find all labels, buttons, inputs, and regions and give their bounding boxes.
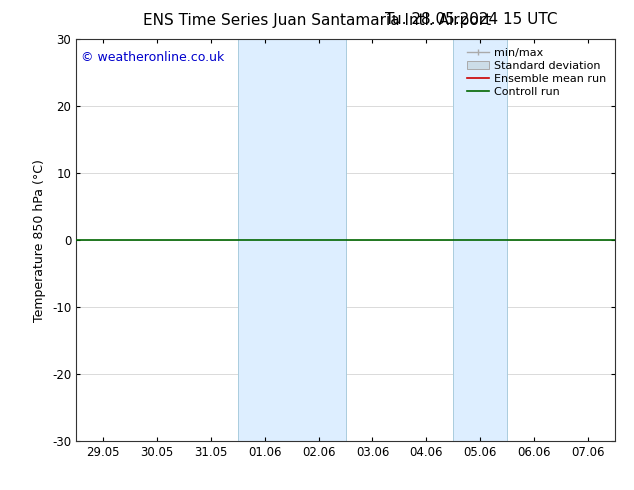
Text: Tu. 28.05.2024 15 UTC: Tu. 28.05.2024 15 UTC <box>385 12 558 27</box>
Title: ENS Time Series Juan Santamaría Intl. Airport    Tu. 28.05.2024 15 UTC: ENS Time Series Juan Santamaría Intl. Ai… <box>0 489 1 490</box>
Legend: min/max, Standard deviation, Ensemble mean run, Controll run: min/max, Standard deviation, Ensemble me… <box>464 45 609 100</box>
Bar <box>453 39 507 441</box>
Text: © weatheronline.co.uk: © weatheronline.co.uk <box>81 51 224 64</box>
Text: ENS Time Series Juan Santamaría Intl. Airport: ENS Time Series Juan Santamaría Intl. Ai… <box>143 12 491 28</box>
Bar <box>238 39 346 441</box>
Y-axis label: Temperature 850 hPa (°C): Temperature 850 hPa (°C) <box>34 159 46 321</box>
